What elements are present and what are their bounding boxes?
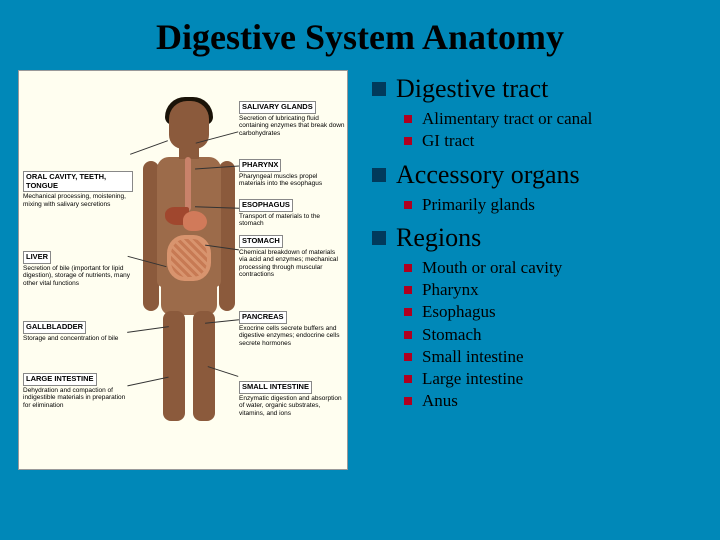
square-bullet-icon	[404, 201, 412, 209]
l2-item: Stomach	[404, 324, 702, 345]
l2-item: Esophagus	[404, 301, 702, 322]
l1-text: Digestive tract	[396, 74, 548, 104]
l2-item: Large intestine	[404, 368, 702, 389]
l2-item: Mouth or oral cavity	[404, 257, 702, 278]
l2-item: Small intestine	[404, 346, 702, 367]
l2-item: Pharynx	[404, 279, 702, 300]
label-small: SMALL INTESTINE Enzymatic digestion and …	[239, 381, 345, 417]
square-bullet-icon	[404, 397, 412, 405]
square-bullet-icon	[372, 82, 386, 96]
human-figure	[139, 101, 239, 421]
square-bullet-icon	[404, 137, 412, 145]
l2-item: Primarily glands	[404, 194, 702, 215]
square-bullet-icon	[404, 115, 412, 123]
content-row: ORAL CAVITY, TEETH, TONGUE Mechanical pr…	[0, 70, 720, 470]
l1-text: Accessory organs	[396, 160, 580, 190]
l1-item: Accessory organs	[372, 160, 702, 190]
square-bullet-icon	[404, 353, 412, 361]
square-bullet-icon	[404, 264, 412, 272]
square-bullet-icon	[372, 168, 386, 182]
label-esophagus: ESOPHAGUS Transport of materials to the …	[239, 199, 345, 228]
l1-item: Regions	[372, 223, 702, 253]
outline-column: Digestive tract Alimentary tract or cana…	[348, 70, 702, 470]
square-bullet-icon	[372, 231, 386, 245]
square-bullet-icon	[404, 375, 412, 383]
l2-item: Anus	[404, 390, 702, 411]
anatomy-diagram: ORAL CAVITY, TEETH, TONGUE Mechanical pr…	[18, 70, 348, 470]
l2-item: GI tract	[404, 130, 702, 151]
square-bullet-icon	[404, 308, 412, 316]
l1-text: Regions	[396, 223, 481, 253]
label-liver: LIVER Secretion of bile (important for l…	[23, 251, 133, 287]
label-salivary: SALIVARY GLANDS Secretion of lubricating…	[239, 101, 345, 137]
label-stomach: STOMACH Chemical breakdown of materials …	[239, 235, 345, 279]
l2-item: Alimentary tract or canal	[404, 108, 702, 129]
label-pancreas: PANCREAS Exocrine cells secrete buffers …	[239, 311, 345, 347]
label-pharynx: PHARYNX Pharyngeal muscles propel materi…	[239, 159, 345, 188]
slide-title: Digestive System Anatomy	[0, 0, 720, 70]
label-gallbladder: GALLBLADDER Storage and concentration of…	[23, 321, 133, 342]
l1-item: Digestive tract	[372, 74, 702, 104]
square-bullet-icon	[404, 331, 412, 339]
label-large: LARGE INTESTINE Dehydration and compacti…	[23, 373, 133, 409]
label-oral: ORAL CAVITY, TEETH, TONGUE Mechanical pr…	[23, 171, 133, 208]
square-bullet-icon	[404, 286, 412, 294]
